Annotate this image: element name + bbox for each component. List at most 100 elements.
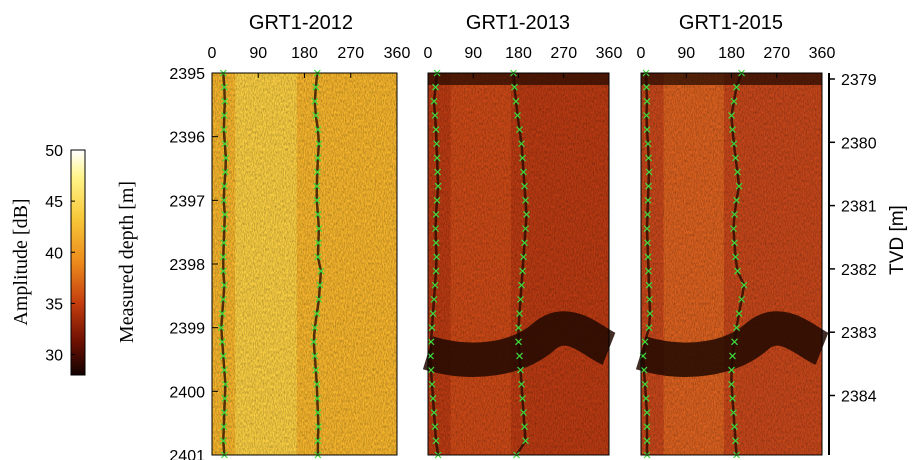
trace-marker (314, 409, 322, 416)
trace-marker (430, 97, 438, 105)
trace-marker (734, 267, 741, 275)
trace-marker (729, 394, 736, 402)
trace-marker (432, 437, 440, 445)
trace-marker (516, 352, 523, 360)
trace-marker (427, 352, 434, 360)
x-tick-label: 180 (291, 45, 318, 62)
trace-marker (428, 324, 436, 332)
trace-marker (427, 366, 435, 374)
fracture-trace (220, 72, 228, 456)
trace-marker (315, 295, 323, 303)
trace-marker (514, 112, 521, 119)
dark-band (422, 311, 617, 377)
trace-marker (310, 338, 318, 346)
trace-marker (219, 267, 227, 275)
trace-marker (317, 267, 325, 275)
trace-marker (312, 83, 320, 91)
trace-marker (313, 394, 321, 402)
md-tick-label: 2395 (169, 66, 205, 83)
trace-marker (643, 112, 650, 119)
colorbar: 50 45 40 35 30 Amplitude [dB] (10, 143, 86, 376)
trace-marker (641, 380, 649, 388)
trace-marker (219, 437, 227, 445)
colorbar-tick-label: 40 (45, 245, 63, 262)
x-tick-label: 180 (718, 45, 745, 62)
trace-marker (221, 140, 229, 148)
trace-marker (312, 366, 320, 374)
trace-marker (314, 154, 322, 162)
trace-marker (643, 423, 651, 431)
trace-marker (521, 182, 528, 190)
trace-marker (313, 310, 321, 317)
trace-marker (730, 225, 737, 233)
trace-marker (733, 324, 740, 332)
x-tick-label: 90 (249, 45, 267, 62)
trace-marker (313, 196, 321, 204)
trace-marker (732, 253, 739, 261)
trace-marker (434, 168, 441, 176)
x-tick-label: 0 (424, 45, 433, 62)
trace-marker (731, 211, 738, 218)
x-tick-label: 270 (337, 45, 364, 62)
fracture-trace (641, 72, 652, 455)
trace-marker (432, 239, 440, 247)
trace-marker (643, 97, 651, 105)
x-tick-label: 0 (208, 45, 217, 62)
trace-marker (431, 281, 439, 289)
tvd-tick-label: 2382 (841, 262, 877, 279)
trace-marker (728, 366, 735, 374)
md-axis-ticks: 2395 2396 2397 2398 2399 2400 2401 (169, 66, 218, 460)
trace-marker (313, 182, 321, 190)
panel-grt1-2013: GRT1-2013 0 90 180 270 360 (422, 12, 622, 459)
trace-marker (314, 211, 322, 218)
trace-marker (733, 83, 740, 91)
trace-marker (640, 366, 648, 374)
md-tick-label: 2400 (169, 384, 205, 401)
tvd-axis-ticks: 2379 2380 2381 2382 2383 2384 (829, 72, 877, 406)
colorbar-ticks: 50 45 40 35 30 (45, 143, 75, 365)
trace-marker (221, 380, 229, 388)
trace-marker (432, 225, 439, 233)
trace-marker (433, 253, 440, 261)
trace-marker (432, 211, 440, 218)
colorbar-tick-label: 45 (45, 194, 63, 211)
trace-marker (315, 225, 323, 233)
trace-marker (220, 126, 228, 134)
colorbar-label: Amplitude [dB] (10, 198, 32, 325)
panel-title: GRT1-2012 (249, 12, 353, 34)
trace-marker (512, 97, 520, 105)
trace-marker (515, 324, 522, 332)
trace-marker (314, 437, 322, 445)
trace-marker (221, 97, 229, 105)
trace-marker (430, 295, 438, 303)
trace-marker (427, 338, 435, 346)
trace-marker (220, 409, 228, 416)
panel-title: GRT1-2015 (679, 12, 783, 34)
fracture-trace (730, 72, 746, 456)
x-tick-label: 270 (550, 45, 577, 62)
trace-marker (729, 126, 736, 134)
trace-marker (312, 112, 320, 119)
trace-marker (645, 267, 652, 275)
trace-marker (433, 196, 441, 204)
x-tick-label: 90 (677, 45, 695, 62)
trace-marker (221, 394, 229, 402)
trace-marker (222, 154, 230, 162)
trace-marker (218, 338, 226, 346)
trace-marker (521, 423, 528, 431)
trace-marker (522, 196, 529, 204)
trace-marker (434, 182, 442, 190)
panel-grt1-2012: GRT1-2012 0 90 180 270 360 (208, 12, 410, 459)
trace-marker (311, 97, 319, 105)
trace-marker (645, 324, 653, 332)
trace-marker (518, 281, 525, 289)
trace-marker (220, 423, 228, 431)
trace-marker (519, 394, 526, 402)
trace-marker (646, 295, 653, 303)
trace-marker (314, 423, 322, 431)
trace-marker (432, 267, 440, 275)
trace-marker (728, 112, 735, 119)
trace-marker (641, 338, 649, 346)
trace-marker (523, 211, 530, 218)
